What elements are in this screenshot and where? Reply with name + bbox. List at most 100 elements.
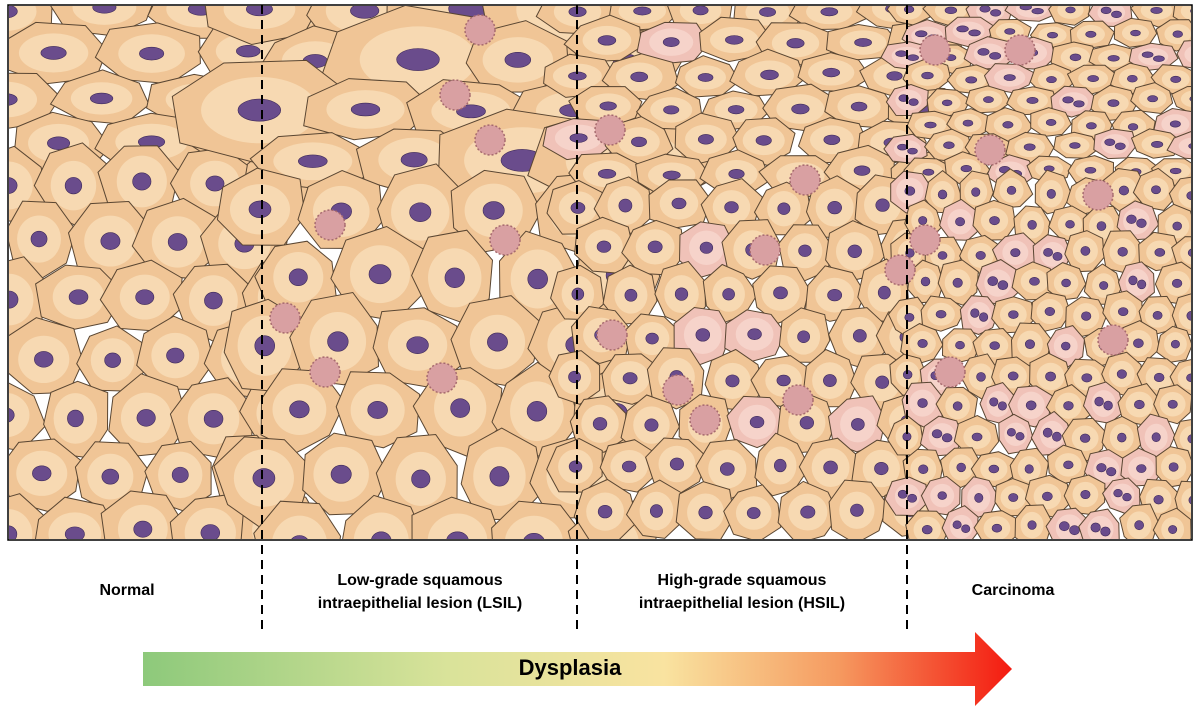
nucleus — [907, 493, 918, 503]
cell-cytoplasm — [1093, 456, 1120, 483]
stage-label: Normal — [99, 582, 154, 599]
nucleus — [895, 50, 908, 57]
nucleus — [1024, 339, 1035, 349]
cell-cytoplasm — [1123, 208, 1150, 235]
nucleus — [411, 469, 431, 489]
cell-cytoplasm — [48, 512, 102, 539]
nucleus — [645, 332, 659, 345]
nucleus — [1029, 276, 1040, 286]
nucleus — [799, 416, 814, 430]
nucleus — [1137, 279, 1147, 290]
immune-cell — [474, 124, 506, 156]
nucleus — [1106, 467, 1117, 477]
nucleus — [330, 464, 352, 484]
nucleus — [820, 7, 839, 17]
nucleus — [1104, 138, 1116, 146]
nucleus — [236, 44, 261, 58]
nucleus — [1006, 428, 1016, 437]
cell-cytoplasm — [1178, 183, 1191, 208]
nucleus — [1069, 53, 1082, 62]
nucleus — [599, 101, 617, 111]
nucleus — [631, 136, 647, 148]
nucleus — [327, 331, 349, 352]
nucleus — [166, 347, 185, 364]
nucleus — [822, 67, 841, 78]
nucleus — [962, 119, 974, 127]
nucleus — [1079, 433, 1091, 443]
nucleus — [979, 312, 989, 322]
nucleus — [983, 96, 994, 103]
nucleus — [960, 165, 972, 173]
nucleus — [1003, 74, 1016, 81]
nucleus — [904, 312, 915, 322]
nucleus — [1194, 51, 1200, 57]
nucleus — [1004, 28, 1016, 35]
nucleus — [773, 286, 788, 300]
nucleus — [1168, 462, 1179, 472]
nucleus — [1151, 432, 1161, 443]
nucleus — [1190, 9, 1191, 13]
nucleus — [298, 154, 328, 168]
nucleus — [622, 372, 638, 385]
stage-label: intraepithelial lesion (HSIL) — [639, 595, 845, 612]
immune-cell — [1004, 34, 1036, 66]
immune-cell — [594, 114, 626, 146]
nucleus — [32, 465, 52, 482]
cell-cytoplasm — [184, 507, 236, 539]
nucleus — [1015, 432, 1025, 441]
nucleus — [886, 71, 903, 81]
nucleus — [1024, 464, 1034, 474]
cell-cytoplasm — [1058, 92, 1088, 112]
nucleus — [823, 134, 841, 145]
nucleus — [697, 134, 714, 145]
nucleus — [1008, 493, 1019, 502]
nucleus — [746, 507, 761, 519]
nucleus — [9, 525, 18, 539]
cell-cytoplasm — [505, 515, 563, 539]
nucleus — [1042, 427, 1053, 438]
nucleus — [136, 409, 156, 427]
nucleus — [907, 147, 918, 155]
nucleus — [456, 104, 486, 119]
immune-cell — [884, 254, 916, 286]
cell-cytoplasm — [986, 391, 1010, 417]
nucleus — [1151, 185, 1161, 195]
nucleus — [1134, 520, 1144, 531]
nucleus — [725, 374, 740, 388]
nucleus — [921, 71, 934, 80]
nucleus — [400, 152, 428, 168]
immune-cell — [1082, 179, 1114, 211]
nucleus — [526, 400, 548, 422]
immune-cell — [269, 302, 301, 334]
nucleus — [937, 491, 947, 500]
cell-cytoplasm — [1177, 365, 1191, 390]
nucleus — [1150, 6, 1163, 14]
nucleus — [133, 520, 153, 538]
nucleus — [671, 197, 687, 210]
nucleus — [9, 93, 18, 106]
nucleus — [1047, 31, 1058, 39]
nucleus — [592, 417, 608, 431]
nucleus — [446, 531, 469, 539]
nucleus — [205, 175, 225, 192]
immune-cell — [919, 34, 951, 66]
immune-cell — [909, 224, 941, 256]
nucleus — [851, 418, 865, 431]
nucleus — [597, 504, 613, 519]
immune-cell — [426, 362, 458, 394]
stage-label: High-grade squamous — [658, 572, 827, 589]
immune-cell — [782, 384, 814, 416]
nucleus — [523, 533, 545, 539]
nucleus — [245, 6, 273, 17]
nucleus — [489, 466, 510, 487]
nucleus — [662, 37, 680, 48]
cell-cytoplasm — [952, 21, 985, 41]
cell-cytoplasm — [1178, 302, 1191, 330]
nucleus — [1172, 30, 1183, 38]
nucleus — [1134, 399, 1145, 410]
nucleus — [621, 460, 637, 473]
nucleus — [618, 198, 633, 213]
nucleus — [989, 341, 1000, 350]
cell-cytoplasm — [1180, 90, 1191, 108]
nucleus — [1151, 140, 1164, 148]
